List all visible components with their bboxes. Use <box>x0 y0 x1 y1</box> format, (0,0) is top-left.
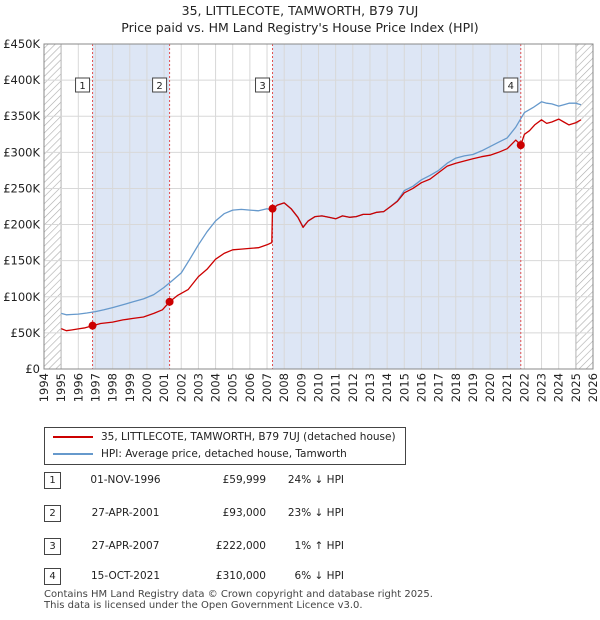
sale-label-text: 4 <box>508 81 514 92</box>
sale-point <box>268 204 277 213</box>
legend-item-hpi: HPI: Average price, detached house, Tamw… <box>53 446 347 462</box>
x-tick-label: 2012 <box>346 373 360 402</box>
y-tick-label: £250K <box>3 181 40 195</box>
y-tick-label: £100K <box>3 290 40 304</box>
legend-line-blue <box>53 453 93 455</box>
table-row: 2 27-APR-2001 £93,000 23% ↓ HPI <box>0 503 600 523</box>
x-tick-label: 2006 <box>243 373 257 402</box>
table-row: 4 15-OCT-2021 £310,000 6% ↓ HPI <box>0 566 600 586</box>
table-row: 1 01-NOV-1996 £59,999 24% ↓ HPI <box>0 470 600 490</box>
legend-line-red <box>53 436 93 438</box>
ownership-period <box>92 44 170 369</box>
x-tick-label: 1998 <box>106 373 120 402</box>
x-tick-label: 2011 <box>329 373 343 402</box>
sale-hpi-diff: 6% ↓ HPI <box>294 570 344 582</box>
x-tick-label: 2013 <box>363 373 377 402</box>
footer-attribution: Contains HM Land Registry data © Crown c… <box>44 589 433 611</box>
x-tick-label: 1994 <box>37 373 51 402</box>
x-tick-label: 2026 <box>586 373 600 402</box>
x-tick-label: 2007 <box>260 373 274 402</box>
x-tick-label: 1997 <box>88 373 102 402</box>
x-tick-label: 2018 <box>449 373 463 402</box>
sale-label-text: 1 <box>79 81 85 92</box>
sale-price: £310,000 <box>215 570 266 582</box>
legend: 35, LITTLECOTE, TAMWORTH, B79 7UJ (detac… <box>44 427 406 465</box>
x-tick-label: 2002 <box>174 373 188 402</box>
x-tick-label: 1999 <box>123 373 137 402</box>
sale-date: 27-APR-2001 <box>91 507 160 519</box>
legend-label-price-paid: 35, LITTLECOTE, TAMWORTH, B79 7UJ (detac… <box>101 431 396 443</box>
sale-label-text: 3 <box>259 81 265 92</box>
sale-point <box>165 297 174 306</box>
sale-number-box: 1 <box>44 472 61 489</box>
sale-label-text: 2 <box>156 81 162 92</box>
x-tick-label: 2020 <box>483 373 497 402</box>
pre-data-hatch <box>44 44 62 369</box>
sale-price: £93,000 <box>222 507 266 519</box>
table-row: 3 27-APR-2007 £222,000 1% ↑ HPI <box>0 536 600 556</box>
legend-label-hpi: HPI: Average price, detached house, Tamw… <box>101 448 347 460</box>
x-tick-label: 2016 <box>414 373 428 402</box>
x-tick-label: 2017 <box>432 373 446 402</box>
x-tick-label: 2000 <box>140 373 154 402</box>
x-tick-label: 2014 <box>380 373 394 402</box>
x-tick-label: 2022 <box>517 373 531 402</box>
forecast-hatch <box>575 44 593 369</box>
y-tick-label: £300K <box>3 145 40 159</box>
sale-label-box <box>503 77 519 93</box>
x-tick-label: 2025 <box>569 373 583 402</box>
title-line-2: Price paid vs. HM Land Registry's House … <box>121 20 479 35</box>
footer-line-1: Contains HM Land Registry data © Crown c… <box>44 589 433 600</box>
chart-title: 35, LITTLECOTE, TAMWORTH, B79 7UJ Price … <box>0 2 600 36</box>
plot-border <box>43 43 594 370</box>
sale-hpi-diff: 1% ↑ HPI <box>294 540 344 552</box>
ownership-period <box>272 44 521 369</box>
sale-date: 01-NOV-1996 <box>90 474 161 486</box>
sale-date: 15-OCT-2021 <box>91 570 160 582</box>
sale-number-box: 2 <box>44 505 61 522</box>
sale-label-box <box>255 77 271 93</box>
y-tick-label: £0 <box>25 362 40 376</box>
x-tick-label: 2010 <box>312 373 326 402</box>
y-tick-label: £450K <box>3 37 40 51</box>
x-tick-label: 2005 <box>226 373 240 402</box>
footer-line-2: This data is licensed under the Open Gov… <box>44 600 363 611</box>
x-tick-label: 2019 <box>466 373 480 402</box>
legend-item-price-paid: 35, LITTLECOTE, TAMWORTH, B79 7UJ (detac… <box>53 429 396 445</box>
x-tick-label: 2009 <box>294 373 308 402</box>
x-tick-label: 2003 <box>191 373 205 402</box>
sale-hpi-diff: 23% ↓ HPI <box>287 507 344 519</box>
sale-price: £222,000 <box>215 540 266 552</box>
sale-number-box: 4 <box>44 568 61 585</box>
y-tick-label: £200K <box>3 218 40 232</box>
y-tick-label: £150K <box>3 254 40 268</box>
sale-price: £59,999 <box>222 474 266 486</box>
sale-hpi-diff: 24% ↓ HPI <box>287 474 344 486</box>
y-tick-label: £350K <box>3 109 40 123</box>
x-tick-label: 2008 <box>277 373 291 402</box>
y-tick-label: £400K <box>3 73 40 87</box>
sale-number-box: 3 <box>44 538 61 555</box>
x-tick-label: 2024 <box>552 373 566 402</box>
price-paid-line <box>60 118 582 332</box>
title-line-1: 35, LITTLECOTE, TAMWORTH, B79 7UJ <box>181 3 419 18</box>
price-chart: 1 2 3 4 £0 £50K £100K £150K £200K £250K £300K £350… <box>3 37 600 402</box>
x-tick-label: 2015 <box>397 373 411 402</box>
x-tick-label: 2021 <box>500 373 514 402</box>
y-tick-label: £50K <box>11 326 41 340</box>
sale-label-box <box>75 77 91 93</box>
sale-point <box>88 321 97 330</box>
sale-label-box <box>152 77 168 93</box>
sale-point <box>516 141 525 150</box>
x-tick-label: 2023 <box>535 373 549 402</box>
x-tick-label: 1995 <box>54 373 68 402</box>
sale-date: 27-APR-2007 <box>91 540 160 552</box>
x-tick-label: 2004 <box>209 373 223 402</box>
x-tick-label: 2001 <box>157 373 171 402</box>
x-tick-label: 1996 <box>71 373 85 402</box>
